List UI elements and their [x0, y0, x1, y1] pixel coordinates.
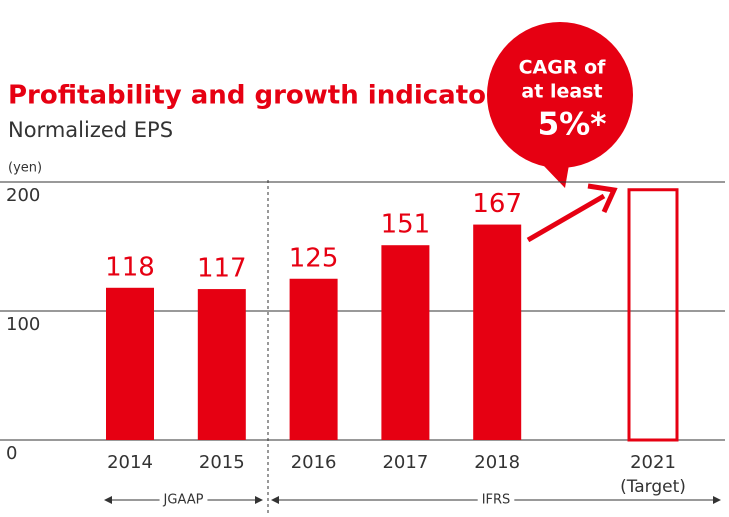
bar — [106, 287, 154, 440]
bar — [381, 245, 430, 440]
callout-text: CAGR of — [519, 57, 607, 79]
chart-subtitle: Normalized EPS — [8, 118, 173, 142]
callout-text: at least — [521, 81, 602, 103]
data-label: 117 — [197, 254, 247, 284]
y-unit: (yen) — [8, 161, 42, 176]
growth-arrow — [526, 193, 606, 243]
period-label: IFRS — [482, 493, 511, 508]
period-label: JGAAP — [163, 493, 204, 508]
data-label: 167 — [472, 189, 522, 219]
bar — [289, 278, 338, 440]
bar — [197, 289, 246, 440]
target-label: (Target) — [620, 477, 686, 497]
x-tick-label: 2018 — [474, 452, 520, 473]
target-bar — [627, 188, 679, 442]
data-label: 151 — [381, 210, 431, 240]
y-tick-label: 100 — [6, 314, 40, 335]
callout-text: 5%* — [538, 107, 607, 143]
x-tick-label: 2016 — [291, 452, 337, 473]
chart-title: Profitability and growth indicator — [8, 81, 499, 111]
x-tick-label: 2017 — [382, 452, 428, 473]
x-tick-label: 2015 — [199, 452, 245, 473]
growth-arrowhead — [587, 183, 618, 214]
data-label: 125 — [289, 243, 339, 273]
callout-bubble — [487, 22, 633, 168]
y-tick-label: 200 — [6, 185, 40, 206]
data-label: 118 — [105, 252, 155, 282]
period-label-bg — [159, 492, 208, 508]
y-tick-label: 0 — [6, 443, 17, 464]
period-label-bg — [477, 492, 515, 508]
bar — [473, 224, 522, 440]
x-tick-label: 2021 — [630, 452, 676, 473]
x-tick-label: 2014 — [107, 452, 153, 473]
